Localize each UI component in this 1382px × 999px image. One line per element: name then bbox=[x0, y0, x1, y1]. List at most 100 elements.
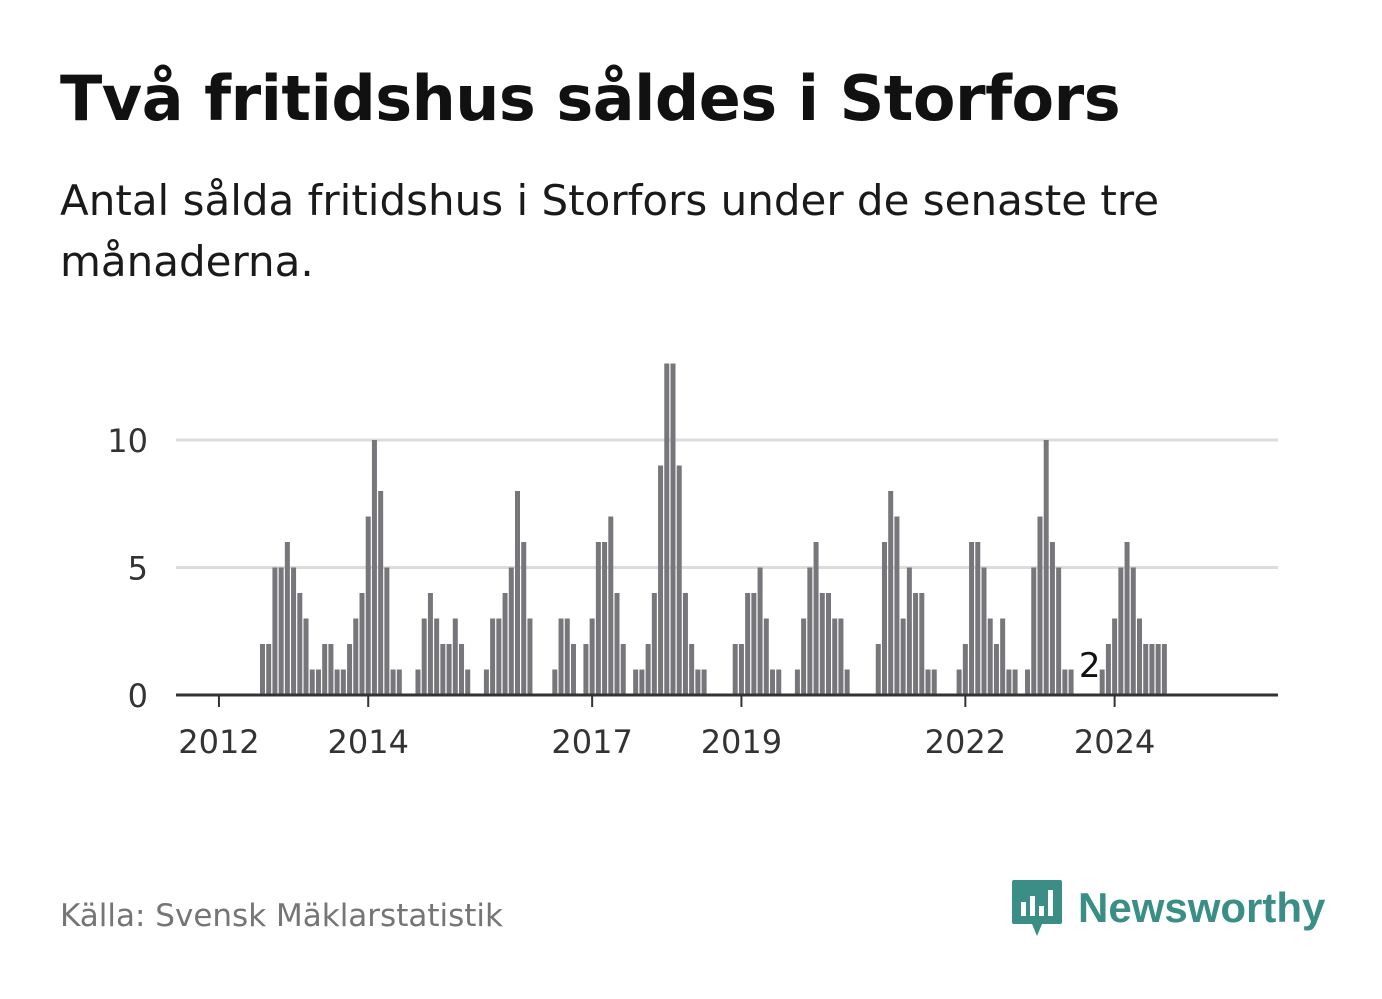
bar bbox=[278, 567, 284, 695]
bar bbox=[1025, 669, 1031, 695]
chart-title: Två fritidshus såldes i Storfors bbox=[60, 62, 1121, 135]
bar bbox=[993, 644, 999, 695]
bar bbox=[459, 644, 465, 695]
bar bbox=[1043, 440, 1049, 695]
bar bbox=[1099, 669, 1105, 695]
bar bbox=[465, 669, 471, 695]
bar bbox=[931, 669, 937, 695]
bar bbox=[291, 567, 297, 695]
bar bbox=[521, 542, 527, 695]
bar bbox=[421, 618, 427, 695]
bar bbox=[745, 593, 751, 695]
bar bbox=[1000, 618, 1006, 695]
bar bbox=[651, 593, 657, 695]
bar bbox=[272, 567, 278, 695]
bar bbox=[875, 644, 881, 695]
bar bbox=[570, 644, 576, 695]
bar bbox=[969, 542, 975, 695]
x-tick-label: 2024 bbox=[1074, 723, 1155, 761]
bar bbox=[1012, 669, 1018, 695]
bar bbox=[452, 618, 458, 695]
bar bbox=[832, 618, 838, 695]
bar bbox=[670, 363, 676, 695]
bar bbox=[446, 644, 452, 695]
bar bbox=[347, 644, 353, 695]
bar bbox=[334, 669, 340, 695]
bar bbox=[396, 669, 402, 695]
bar bbox=[676, 465, 682, 695]
bar bbox=[508, 567, 514, 695]
x-tick-label: 2014 bbox=[328, 723, 409, 761]
bar bbox=[1049, 542, 1055, 695]
bar bbox=[564, 618, 570, 695]
bar bbox=[1130, 567, 1136, 695]
newsworthy-logo[interactable]: Newsworthy bbox=[1010, 878, 1325, 938]
bar-chart: 0 5 10 2012 2014 2017 2019 2022 2024 2 bbox=[107, 363, 1278, 761]
bar bbox=[434, 618, 440, 695]
bar bbox=[1062, 669, 1068, 695]
x-tick-label: 2022 bbox=[925, 723, 1006, 761]
annotations: 2 bbox=[1079, 646, 1101, 686]
bar bbox=[981, 567, 987, 695]
bar bbox=[689, 644, 695, 695]
bar bbox=[906, 567, 912, 695]
bar bbox=[490, 618, 496, 695]
bar bbox=[620, 644, 626, 695]
bar bbox=[589, 618, 595, 695]
bar bbox=[881, 542, 887, 695]
bar bbox=[552, 669, 558, 695]
bar bbox=[558, 618, 564, 695]
x-tick-label: 2017 bbox=[551, 723, 632, 761]
bar bbox=[595, 542, 601, 695]
x-tick-label: 2019 bbox=[701, 723, 782, 761]
bar bbox=[732, 644, 738, 695]
bar bbox=[266, 644, 272, 695]
bars bbox=[259, 363, 1167, 695]
bar bbox=[751, 593, 757, 695]
bar bbox=[770, 669, 776, 695]
bar bbox=[328, 644, 334, 695]
bar bbox=[682, 593, 688, 695]
bar bbox=[614, 593, 620, 695]
y-axis-ticks: 0 5 10 bbox=[107, 422, 148, 715]
bar bbox=[1124, 542, 1130, 695]
bar bbox=[483, 669, 489, 695]
bar bbox=[608, 516, 614, 695]
bar bbox=[888, 491, 894, 695]
bar bbox=[633, 669, 639, 695]
bar bbox=[776, 669, 782, 695]
y-tick-label: 0 bbox=[128, 677, 148, 715]
bar bbox=[701, 669, 707, 695]
bar bbox=[819, 593, 825, 695]
bar bbox=[919, 593, 925, 695]
chart-bubble-icon bbox=[1012, 880, 1062, 936]
bar bbox=[315, 669, 321, 695]
bar bbox=[1137, 618, 1142, 695]
bar bbox=[695, 669, 701, 695]
bar bbox=[371, 440, 377, 695]
bar bbox=[1031, 567, 1037, 695]
x-tick-label: 2012 bbox=[178, 723, 259, 761]
bar bbox=[801, 618, 807, 695]
source-note: Källa: Svensk Mäklarstatistik bbox=[60, 898, 503, 934]
bar bbox=[359, 593, 365, 695]
chart-subtitle: Antal sålda fritidshus i Storfors under … bbox=[60, 176, 1160, 286]
bar bbox=[639, 669, 645, 695]
y-tick-label: 5 bbox=[128, 550, 148, 588]
bar bbox=[962, 644, 968, 695]
bar bbox=[913, 593, 919, 695]
y-tick-label: 10 bbox=[107, 422, 148, 460]
bar bbox=[894, 516, 900, 695]
bar bbox=[297, 593, 303, 695]
bar bbox=[1006, 669, 1012, 695]
bar bbox=[975, 542, 981, 695]
brand-name: Newsworthy bbox=[1078, 884, 1326, 931]
bar bbox=[502, 593, 508, 695]
bar bbox=[813, 542, 819, 695]
bar bbox=[987, 618, 993, 695]
bar bbox=[1105, 644, 1111, 695]
bar bbox=[1155, 644, 1161, 695]
bar bbox=[1118, 567, 1124, 695]
bar bbox=[956, 669, 962, 695]
bar bbox=[794, 669, 800, 695]
